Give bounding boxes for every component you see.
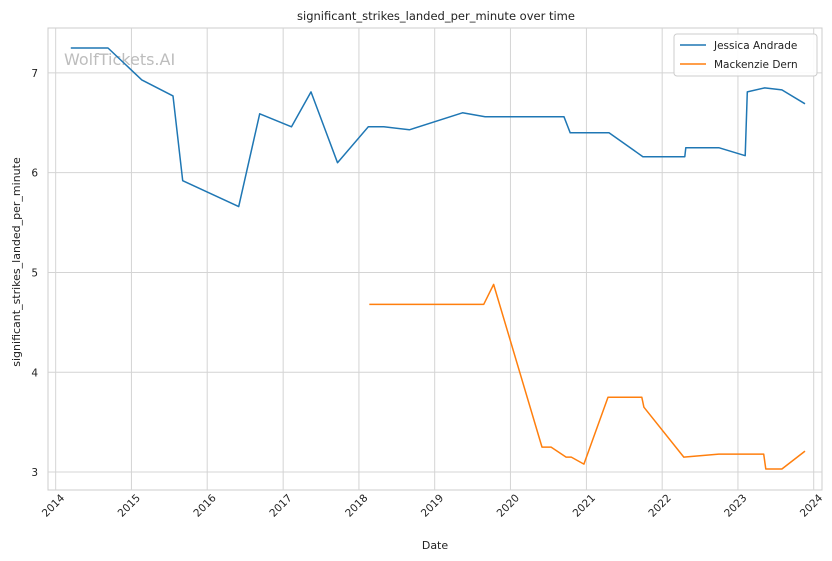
y-tick-labels: 3 4 5 6 7 — [31, 68, 38, 479]
x-axis-label: Date — [422, 539, 449, 552]
y-tick-label: 7 — [31, 68, 38, 80]
y-tick-label: 5 — [31, 267, 38, 279]
series-line-0 — [70, 47, 806, 208]
series-line-1 — [369, 283, 806, 470]
chart-title: significant_strikes_landed_per_minute ov… — [297, 9, 575, 23]
y-axis-label: significant_strikes_landed_per_minute — [10, 157, 23, 367]
y-tick-label: 6 — [31, 168, 38, 180]
y-tick-label: 4 — [31, 367, 38, 379]
grid — [48, 28, 822, 490]
series-lines — [70, 47, 806, 470]
legend-label: Jessica Andrade — [713, 40, 797, 52]
legend-box — [673, 33, 818, 77]
legend-label: Mackenzie Dern — [714, 59, 798, 71]
legend: Jessica Andrade Mackenzie Dern — [673, 33, 818, 77]
y-tick-label: 3 — [31, 467, 38, 479]
